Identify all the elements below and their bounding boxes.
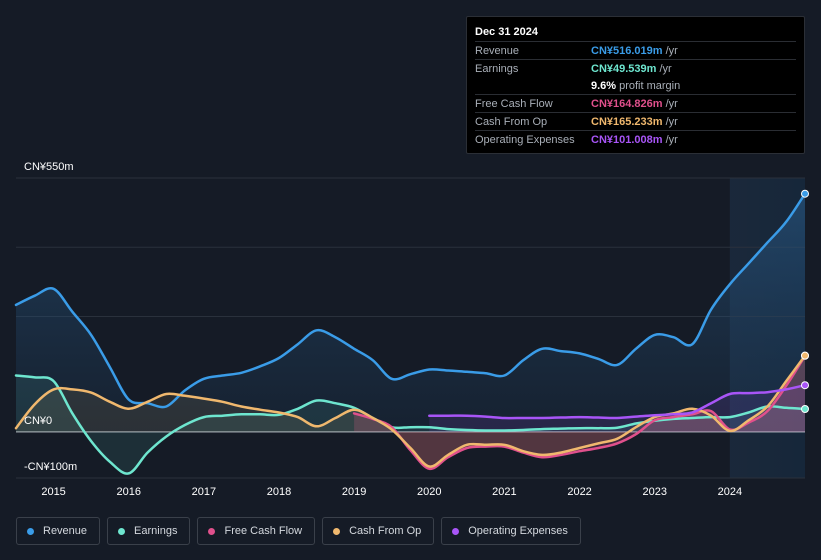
tooltip-value: CN¥165.233m [591,115,663,128]
area-operating-expenses [429,385,805,432]
legend-item-free-cash-flow[interactable]: Free Cash Flow [197,517,316,545]
area-free-cash-flow [354,355,805,469]
tooltip-panel: Dec 31 2024 Revenue CN¥516.019m /yr Earn… [466,16,805,154]
line-revenue [14,192,807,409]
tooltip-value: CN¥101.008m [591,133,663,146]
legend-label: Revenue [43,525,88,537]
tooltip-row-earnings: Earnings CN¥49.539m /yr [475,59,796,77]
tooltip-row-cash-from-op: Cash From Op CN¥165.233m /yr [475,112,796,130]
legend-label: Cash From Op [349,525,422,537]
financials-chart[interactable]: CN¥550m CN¥0 -CN¥100m 2015 2016 2017 2018 20… [0,0,821,510]
line-free-cash-flow [352,354,807,471]
area-cash-from-op [16,355,805,467]
x-tick-label: 2019 [342,486,366,498]
x-tick-label: 2021 [492,486,516,498]
y-axis-zero-label: CN¥0 [24,415,52,427]
x-tick-label: 2015 [41,486,65,498]
tooltip-unit: /yr [665,115,678,128]
x-tick-label: 2022 [567,486,591,498]
line-operating-expenses [428,383,807,420]
tooltip-row-revenue: Revenue CN¥516.019m /yr [475,41,796,59]
tooltip-label: Cash From Op [475,115,548,128]
tooltip-unit: /yr [665,133,678,146]
y-axis-top-label: CN¥550m [24,161,74,173]
line-earnings [14,374,807,475]
legend: Revenue Earnings Free Cash Flow Cash Fro… [16,517,581,547]
legend-item-earnings[interactable]: Earnings [107,517,191,545]
x-tick-label: 2018 [267,486,291,498]
tooltip-label: Earnings [475,62,519,75]
y-axis-bottom-label: -CN¥100m [24,461,77,473]
legend-dot-icon [208,527,216,535]
x-tick-label: 2017 [192,486,216,498]
series-lines [14,192,807,475]
marker-cash-from-op [801,351,809,360]
tooltip-label: Revenue [475,44,520,57]
tooltip-row-free-cash-flow: Free Cash Flow CN¥164.826m /yr [475,94,796,112]
marker-operating-expenses [801,381,809,390]
tooltip-label: Operating Expenses [475,133,575,146]
tooltip-label: Free Cash Flow [475,97,553,110]
tooltip-unit: profit margin [619,79,681,92]
x-tick-label: 2020 [417,486,441,498]
legend-label: Free Cash Flow [224,525,303,537]
tooltip-row-operating-expenses: Operating Expenses CN¥101.008m /yr [475,130,796,148]
x-axis-ticks: 2015 2016 2017 2018 2019 2020 2021 2022 2023 2024 [41,486,742,498]
tooltip-unit: /yr [665,44,678,57]
marker-revenue [801,189,809,198]
legend-dot-icon [27,527,34,535]
tooltip-unit: /yr [665,97,678,110]
tooltip-value: CN¥164.826m [591,97,663,110]
tooltip-value: CN¥516.019m [591,44,663,57]
tooltip-unit: /yr [659,62,672,75]
legend-dot-icon [118,527,126,535]
area-revenue [16,193,805,432]
legend-label: Earnings [134,525,178,537]
tooltip-value: 9.6% [591,79,617,92]
x-tick-label: 2024 [718,486,742,498]
legend-dot-icon [452,527,460,535]
series-end-markers [801,189,809,413]
series-areas [16,193,805,474]
grid-lines [16,177,805,479]
legend-item-operating-expenses[interactable]: Operating Expenses [441,517,581,545]
tooltip-value: CN¥49.539m [591,62,657,75]
marker-earnings [801,405,809,413]
tooltip-date: Dec 31 2024 [475,26,538,38]
legend-dot-icon [333,527,341,535]
x-tick-label: 2016 [116,486,140,498]
tooltip-row-profit-margin: 9.6% profit margin [475,77,796,94]
legend-item-cash-from-op[interactable]: Cash From Op [322,517,435,545]
legend-item-revenue[interactable]: Revenue [16,517,101,545]
x-tick-label: 2023 [642,486,666,498]
legend-label: Operating Expenses [468,525,568,537]
